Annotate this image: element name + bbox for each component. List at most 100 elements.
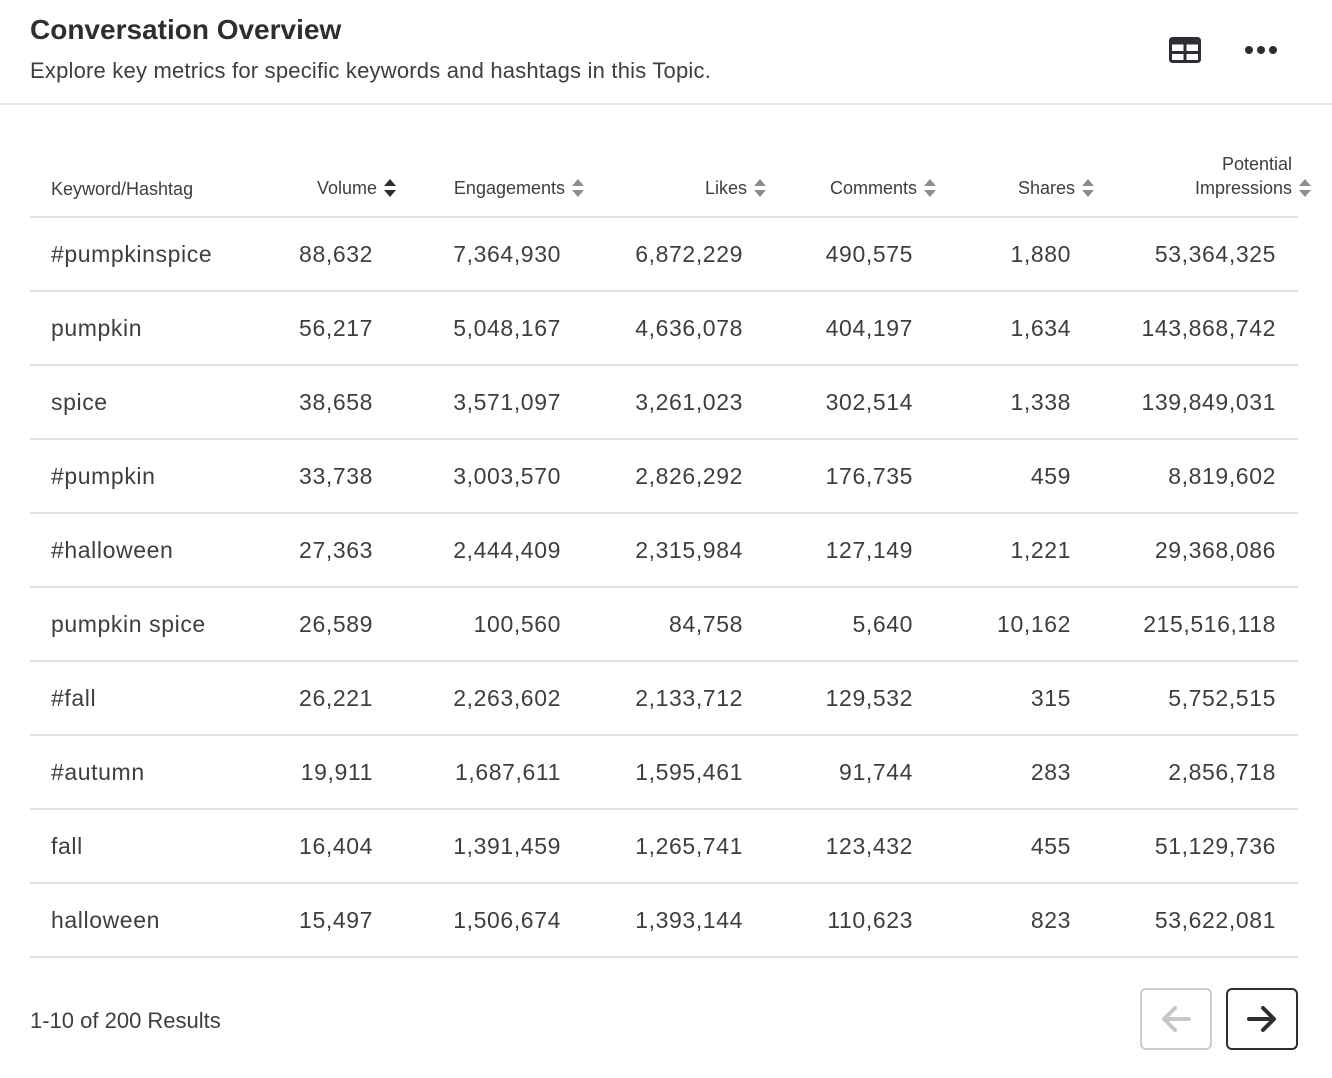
table-grid-icon [1169, 37, 1201, 63]
results-count: 1-10 of 200 Results [30, 1008, 221, 1033]
likes-cell: 4,636,078 [585, 291, 767, 366]
column-header-volume[interactable]: Volume [280, 143, 397, 218]
volume-cell: 16,404 [280, 809, 397, 884]
comments-cell: 127,149 [767, 513, 937, 588]
keyword-cell: fall [30, 809, 280, 884]
impressions-cell: 5,752,515 [1095, 661, 1298, 736]
comments-cell: 110,623 [767, 883, 937, 958]
next-page-button[interactable] [1226, 988, 1298, 1050]
more-horizontal-icon [1245, 46, 1277, 54]
volume-cell: 26,221 [280, 661, 397, 736]
impressions-cell: 2,856,718 [1095, 735, 1298, 810]
keyword-cell: #autumn [30, 735, 280, 810]
column-header-keyword: Keyword/Hashtag [30, 143, 280, 218]
column-header-label: Likes [704, 178, 747, 198]
sort-icon [1299, 179, 1311, 197]
more-options-button[interactable] [1239, 28, 1283, 72]
shares-cell: 315 [937, 661, 1095, 736]
shares-cell: 1,880 [937, 217, 1095, 292]
table-row: #fall 26,221 2,263,602 2,133,712 129,532… [30, 661, 1298, 736]
impressions-cell: 29,368,086 [1095, 513, 1298, 588]
comments-cell: 5,640 [767, 587, 937, 662]
table-row: spice 38,658 3,571,097 3,261,023 302,514… [30, 365, 1298, 440]
impressions-cell: 143,868,742 [1095, 291, 1298, 366]
sort-icon [1082, 179, 1094, 197]
shares-cell: 455 [937, 809, 1095, 884]
column-header-label: Volume [316, 178, 377, 198]
comments-cell: 404,197 [767, 291, 937, 366]
shares-cell: 1,634 [937, 291, 1095, 366]
column-header-label: Comments [829, 178, 917, 198]
page-title: Conversation Overview [30, 14, 342, 45]
shares-cell: 283 [937, 735, 1095, 810]
volume-cell: 88,632 [280, 217, 397, 292]
shares-cell: 459 [937, 439, 1095, 514]
page-subtitle: Explore key metrics for specific keyword… [30, 58, 712, 83]
column-header-engagements[interactable]: Engagements [397, 143, 585, 218]
likes-cell: 2,315,984 [585, 513, 767, 588]
table-row: halloween 15,497 1,506,674 1,393,144 110… [30, 883, 1298, 958]
table-row: #pumpkin 33,738 3,003,570 2,826,292 176,… [30, 439, 1298, 514]
keyword-cell: pumpkin spice [30, 587, 280, 662]
likes-cell: 6,872,229 [585, 217, 767, 292]
keyword-cell: spice [30, 365, 280, 440]
comments-cell: 91,744 [767, 735, 937, 810]
impressions-cell: 139,849,031 [1095, 365, 1298, 440]
volume-cell: 27,363 [280, 513, 397, 588]
column-header-potential-impressions[interactable]: Potential Impressions [1095, 143, 1311, 218]
engagements-cell: 3,003,570 [397, 439, 585, 514]
comments-cell: 302,514 [767, 365, 937, 440]
engagements-cell: 1,506,674 [397, 883, 585, 958]
engagements-cell: 1,687,611 [397, 735, 585, 810]
table-row: #halloween 27,363 2,444,409 2,315,984 12… [30, 513, 1298, 588]
metrics-table: Keyword/Hashtag Volume Engagements Likes… [30, 143, 1311, 958]
table-row: pumpkin spice 26,589 100,560 84,758 5,64… [30, 587, 1298, 662]
keyword-cell: #pumpkinspice [30, 217, 280, 292]
likes-cell: 2,826,292 [585, 439, 767, 514]
table-row: #autumn 19,911 1,687,611 1,595,461 91,74… [30, 735, 1298, 810]
column-header-label: Shares [1017, 178, 1075, 198]
comments-cell: 123,432 [767, 809, 937, 884]
engagements-cell: 7,364,930 [397, 217, 585, 292]
comments-cell: 490,575 [767, 217, 937, 292]
sort-icon [572, 179, 584, 197]
card-header: Conversation Overview Explore key metric… [0, 0, 1332, 105]
impressions-cell: 215,516,118 [1095, 587, 1298, 662]
table-row: fall 16,404 1,391,459 1,265,741 123,432 … [30, 809, 1298, 884]
table-view-button[interactable] [1163, 28, 1207, 72]
volume-cell: 38,658 [280, 365, 397, 440]
likes-cell: 84,758 [585, 587, 767, 662]
column-header-shares[interactable]: Shares [937, 143, 1095, 218]
keyword-cell: #fall [30, 661, 280, 736]
table-row: #pumpkinspice 88,632 7,364,930 6,872,229… [30, 217, 1298, 292]
volume-cell: 56,217 [280, 291, 397, 366]
table-header-row: Keyword/Hashtag Volume Engagements Likes… [30, 143, 1311, 218]
impressions-cell: 51,129,736 [1095, 809, 1298, 884]
previous-page-button[interactable] [1140, 988, 1212, 1050]
likes-cell: 1,393,144 [585, 883, 767, 958]
engagements-cell: 1,391,459 [397, 809, 585, 884]
impressions-cell: 8,819,602 [1095, 439, 1298, 514]
column-header-comments[interactable]: Comments [767, 143, 937, 218]
keyword-cell: pumpkin [30, 291, 280, 366]
impressions-cell: 53,622,081 [1095, 883, 1298, 958]
comments-cell: 129,532 [767, 661, 937, 736]
keyword-cell: #halloween [30, 513, 280, 588]
shares-cell: 10,162 [937, 587, 1095, 662]
column-header-label: Engagements [453, 178, 565, 198]
comments-cell: 176,735 [767, 439, 937, 514]
sort-icon [924, 179, 936, 197]
engagements-cell: 3,571,097 [397, 365, 585, 440]
engagements-cell: 100,560 [397, 587, 585, 662]
column-header-label: Potential Impressions [1194, 154, 1292, 198]
volume-cell: 19,911 [280, 735, 397, 810]
engagements-cell: 2,263,602 [397, 661, 585, 736]
likes-cell: 1,265,741 [585, 809, 767, 884]
column-header-likes[interactable]: Likes [585, 143, 767, 218]
shares-cell: 1,338 [937, 365, 1095, 440]
likes-cell: 3,261,023 [585, 365, 767, 440]
engagements-cell: 2,444,409 [397, 513, 585, 588]
keyword-cell: #pumpkin [30, 439, 280, 514]
shares-cell: 823 [937, 883, 1095, 958]
arrow-right-icon [1247, 1006, 1276, 1032]
